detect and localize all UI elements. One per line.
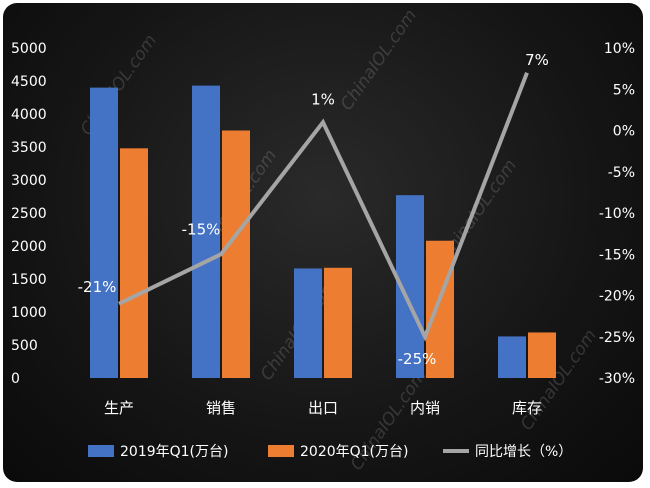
left-axis: 0 500 1000 1500 2000 2500 3000 3500 4000 4500 5000: [11, 41, 47, 387]
watermark-text: ChinaIOL.com: [77, 31, 161, 139]
bar-2020q1: [528, 332, 556, 378]
growth-data-label: 7%: [525, 51, 549, 69]
right-tick-label: 0%: [613, 124, 635, 140]
bar-2020q1: [120, 148, 148, 378]
legend-swatch: [268, 445, 294, 457]
bar-2019q1: [192, 85, 220, 379]
growth-line: [118, 72, 529, 342]
watermark-text: ChinaIOL.com: [337, 6, 421, 114]
chart-card: ChinaIOL.com ChinaIOL.com ChinaIOL.com Chin…: [3, 3, 643, 482]
legend-swatch: [88, 445, 114, 457]
legend-label: 2019年Q1(万台): [120, 444, 228, 460]
left-tick-label: 1000: [11, 305, 47, 321]
bar-series: [90, 85, 556, 379]
left-tick-label: 0: [11, 371, 20, 387]
bar-2019q1: [498, 336, 526, 378]
left-tick-label: 2000: [11, 239, 47, 255]
growth-data-label: -25%: [398, 350, 437, 368]
left-tick-label: 5000: [11, 41, 47, 57]
left-tick-label: 4000: [11, 107, 47, 123]
growth-data-label: -21%: [78, 278, 117, 296]
right-tick-label: -20%: [599, 289, 635, 305]
left-tick-label: 2500: [11, 206, 47, 222]
growth-data-label: 1%: [311, 90, 335, 108]
right-tick-label: -30%: [599, 371, 635, 387]
category-label: 出口: [308, 399, 338, 417]
left-tick-label: 3500: [11, 140, 47, 156]
bar-2019q1: [90, 87, 118, 378]
right-tick-label: -25%: [599, 330, 635, 346]
legend-label: 2020年Q1(万台): [300, 444, 408, 460]
bar-2020q1: [324, 267, 352, 378]
left-tick-label: 4500: [11, 74, 47, 90]
legend-label: 同比增长（%）: [475, 444, 572, 460]
category-label: 生产: [104, 399, 134, 417]
right-tick-label: -10%: [599, 206, 635, 222]
category-axis: 生产 销售 出口 内销 库存: [104, 399, 542, 417]
growth-data-label: -15%: [182, 220, 221, 238]
category-label: 销售: [206, 399, 236, 417]
bar-2020q1: [426, 240, 454, 378]
right-axis: -30% -25% -20% -15% -10% -5% 0% 5% 10%: [599, 41, 635, 387]
legend: 2019年Q1(万台) 2020年Q1(万台) 同比增长（%）: [88, 444, 572, 460]
right-tick-label: 10%: [604, 41, 635, 57]
growth-line-series: [118, 72, 529, 342]
left-tick-label: 3000: [11, 173, 47, 189]
right-tick-label: -15%: [599, 247, 635, 263]
bar-2020q1: [222, 130, 250, 378]
category-label: 库存: [512, 399, 542, 417]
left-tick-label: 1500: [11, 272, 47, 288]
right-tick-label: -5%: [608, 165, 635, 181]
right-tick-label: 5%: [613, 82, 635, 98]
category-label: 内销: [410, 399, 440, 417]
bar-2019q1: [294, 268, 322, 378]
combo-chart: ChinaIOL.com ChinaIOL.comChinaIOL.comChin…: [11, 6, 635, 474]
left-tick-label: 500: [11, 338, 38, 354]
growth-data-labels: -21% -15% 1% -25% 7%: [78, 51, 549, 368]
